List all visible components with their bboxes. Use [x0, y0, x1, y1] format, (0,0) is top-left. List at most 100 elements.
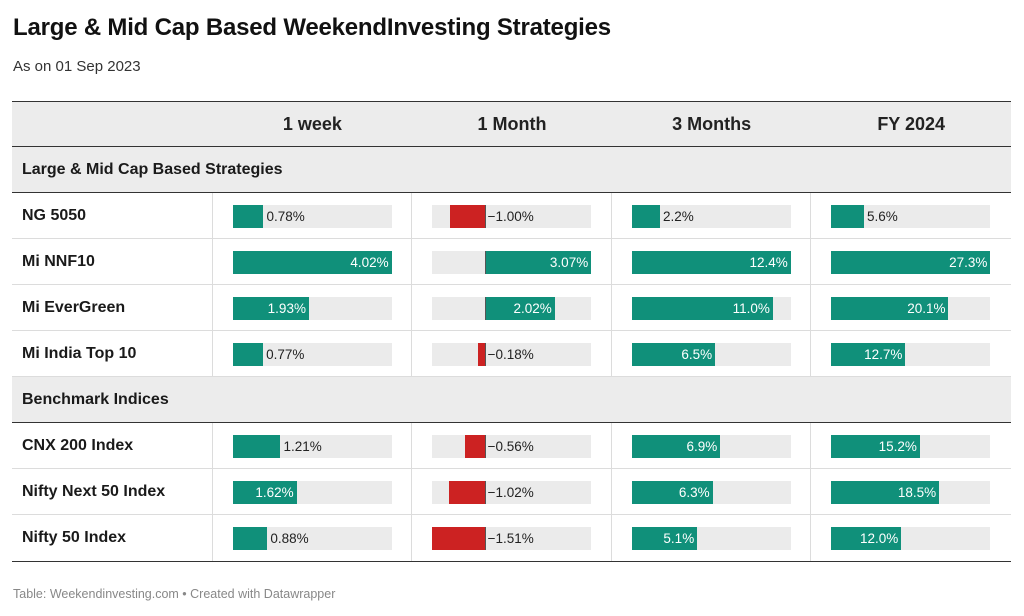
data-label: 0.88% [270, 531, 309, 546]
bar-track: 4.02% [232, 251, 392, 274]
bar-cell: 27.3% [811, 239, 1011, 284]
data-bar [432, 527, 485, 550]
data-bar [831, 343, 906, 366]
data-bar [449, 205, 485, 228]
table-row: Mi NNF10 4.02% 3.07% 12.4% 27.3% [12, 239, 1011, 285]
data-label: 2.2% [663, 209, 694, 224]
bar-cell: 1.62% [213, 469, 413, 514]
data-label: 11.0% [732, 301, 770, 316]
data-bar [232, 205, 264, 228]
bar-track: −1.00% [432, 205, 592, 228]
bar-track: 15.2% [831, 435, 991, 458]
bar-cell: −0.56% [412, 423, 612, 468]
bar-track: 0.77% [232, 343, 392, 366]
data-bar [478, 343, 485, 366]
bar-cell: 6.9% [612, 423, 812, 468]
data-bar [449, 481, 485, 504]
bar-cell: 0.77% [213, 331, 413, 376]
performance-table: 1 week 1 Month 3 Months FY 2024 Large & Mid… [12, 101, 1011, 562]
data-label: 5.1% [663, 531, 695, 546]
data-bar [631, 251, 791, 274]
data-bar [831, 481, 940, 504]
bar-cell: 6.5% [612, 331, 812, 376]
column-header: FY 2024 [877, 113, 946, 134]
bar-track: 0.88% [232, 527, 392, 550]
bar-cell: 5.6% [811, 193, 1011, 238]
bar-cell: 1.21% [213, 423, 413, 468]
data-bar [232, 435, 281, 458]
table-header-row: 1 week 1 Month 3 Months FY 2024 [12, 102, 1011, 147]
data-label: −1.00% [487, 209, 534, 224]
data-bar [831, 251, 991, 274]
data-label: 3.07% [549, 255, 589, 270]
data-label: 1.62% [255, 485, 294, 500]
data-label: 4.02% [350, 255, 389, 270]
bar-track: −0.56% [432, 435, 592, 458]
zero-line [484, 297, 486, 320]
data-bar [631, 435, 721, 458]
bar-track: 6.3% [631, 481, 791, 504]
bar-cell: 20.1% [811, 285, 1011, 330]
bar-track: 12.4% [631, 251, 791, 274]
data-bar [631, 297, 773, 320]
data-label: 18.5% [897, 485, 937, 500]
zero-line [484, 251, 486, 274]
header-name-cell [12, 102, 213, 146]
data-bar [232, 527, 268, 550]
bar-cell: 4.02% [213, 239, 413, 284]
bar-cell: 2.02% [412, 285, 612, 330]
data-label: 1.93% [267, 301, 306, 316]
footer-credit: Table: Weekendinvesting.com • Created wi… [13, 587, 336, 601]
data-label: 12.0% [860, 531, 899, 546]
group-label: Benchmark Indices [22, 390, 169, 408]
bar-cell: 11.0% [612, 285, 812, 330]
data-bar [232, 343, 264, 366]
bar-track: 18.5% [831, 481, 991, 504]
table-row: NG 5050 0.78% −1.00% 2.2% 5.6% [12, 193, 1011, 239]
bar-track: −0.18% [432, 343, 592, 366]
bar-cell: 0.88% [213, 515, 413, 561]
bar-track: 5.1% [631, 527, 791, 550]
row-name: Nifty 50 Index [12, 515, 213, 561]
data-label: −0.18% [487, 347, 534, 362]
table-row: Nifty Next 50 Index 1.62% −1.02% 6.3% 18.5% [12, 469, 1011, 515]
data-bar [631, 343, 716, 366]
bar-track: 1.93% [232, 297, 392, 320]
bar-cell: 2.2% [612, 193, 812, 238]
data-label: 6.3% [678, 485, 710, 500]
data-bar [631, 527, 698, 550]
data-label: 20.1% [907, 301, 946, 316]
bar-track: 2.2% [631, 205, 791, 228]
data-label: 12.7% [864, 347, 903, 362]
data-label: 12.4% [749, 255, 788, 270]
data-label: 0.78% [266, 209, 305, 224]
column-header: 1 week [282, 113, 342, 134]
bar-cell: −1.51% [412, 515, 612, 561]
table-row: Mi EverGreen 1.93% 2.02% 11.0% 20.1% [12, 285, 1011, 331]
bar-cell: 1.93% [213, 285, 413, 330]
data-label: −1.51% [487, 531, 534, 546]
zero-line [484, 481, 486, 504]
row-name: NG 5050 [12, 193, 213, 238]
zero-line [484, 527, 486, 550]
data-label: 2.02% [513, 301, 552, 316]
data-bar [831, 205, 864, 228]
zero-line [484, 343, 486, 366]
bar-cell: −1.02% [412, 469, 612, 514]
bar-track: 1.62% [232, 481, 392, 504]
bar-cell: 12.4% [612, 239, 812, 284]
data-bar [465, 435, 485, 458]
bar-cell: 15.2% [811, 423, 1011, 468]
bar-track: 6.5% [631, 343, 791, 366]
bar-track: −1.02% [432, 481, 592, 504]
row-name: Mi EverGreen [12, 285, 213, 330]
column-header: 1 Month [477, 113, 547, 134]
bar-cell: 12.7% [811, 331, 1011, 376]
data-bar [232, 251, 392, 274]
bar-track: 0.78% [232, 205, 392, 228]
data-label: 27.3% [949, 255, 988, 270]
data-label: 6.9% [686, 439, 718, 454]
data-bar [831, 435, 920, 458]
bar-cell: 5.1% [612, 515, 812, 561]
bar-track: 12.0% [831, 527, 991, 550]
